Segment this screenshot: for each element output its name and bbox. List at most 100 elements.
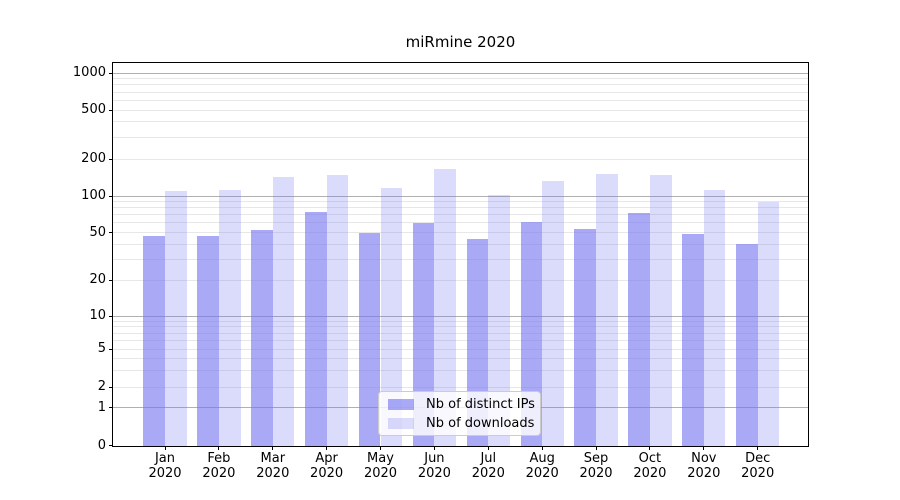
y-tick-mark (109, 279, 113, 281)
bar-downloads-jan (165, 191, 187, 446)
bar-distinct-ips-feb (197, 235, 219, 446)
x-tick-mark (218, 446, 220, 450)
gridline-y-600 (113, 99, 808, 101)
x-tick-mark (380, 446, 381, 450)
bar-distinct-ips-dec (736, 244, 758, 446)
y-axis-tick-label: 1 (97, 399, 106, 415)
y-tick-mark (109, 407, 113, 408)
x-tick-mark (487, 446, 489, 450)
bar-distinct-ips-apr (304, 212, 327, 446)
gridline-y-500 (113, 109, 808, 111)
gridline-y-50 (113, 232, 808, 233)
y-axis-tick-label: 500 (81, 102, 106, 117)
gridline-y-800 (113, 84, 808, 86)
gridline-y-6 (113, 339, 808, 341)
plot-area (112, 62, 809, 447)
gridline-y-20 (113, 279, 808, 281)
bar-distinct-ips-nov (682, 233, 704, 446)
x-axis-tick-label-nov: Nov 2020 (687, 451, 721, 481)
x-axis-tick-label-oct: Oct 2020 (633, 451, 667, 481)
x-tick-mark (433, 446, 435, 450)
gridline-y-400 (113, 121, 808, 123)
y-axis-tick-label: 10 (89, 308, 106, 323)
bar-distinct-ips-may (358, 232, 381, 446)
bar-downloads-mar (272, 176, 295, 446)
gridline-y-4 (113, 357, 808, 359)
legend-swatch-distinct-ips (388, 398, 414, 410)
gridline-y-900 (113, 78, 808, 80)
bar-downloads-dec (757, 202, 780, 446)
bar-downloads-oct (649, 174, 672, 446)
x-axis-tick-label-mar: Mar 2020 (256, 451, 290, 481)
gridline-y-2 (113, 386, 808, 388)
x-axis-tick-label-may: May 2020 (363, 451, 398, 481)
gridline-y-100 (113, 195, 808, 197)
gridline-y-80 (113, 207, 808, 209)
x-tick-mark (272, 446, 274, 450)
x-tick-mark (541, 446, 543, 450)
x-tick-mark (326, 446, 328, 450)
y-tick-mark (109, 315, 113, 317)
gridline-y-3 (113, 369, 808, 371)
gridline-y-7 (113, 332, 808, 334)
legend-label-downloads: Nb of downloads (426, 415, 535, 431)
legend-swatch-downloads (388, 417, 414, 429)
bar-distinct-ips-mar (251, 229, 273, 446)
gridline-y-10 (113, 315, 808, 317)
x-axis-tick-label-jun: Jun 2020 (417, 451, 451, 481)
bar-downloads-jun (434, 168, 457, 446)
x-axis-tick-label-jan: Jan 2020 (148, 451, 182, 481)
x-tick-mark (703, 446, 705, 450)
y-tick-mark (109, 109, 113, 111)
chart-title: miRmine 2020 (405, 33, 516, 51)
bar-distinct-ips-jan (143, 235, 165, 446)
bar-downloads-jul (488, 195, 510, 446)
y-axis-tick-label: 200 (81, 151, 106, 166)
y-axis-tick-label: 2 (97, 379, 106, 394)
gridline-y-9 (113, 320, 808, 322)
x-axis-tick-label-apr: Apr 2020 (310, 451, 344, 481)
gridline-y-8 (113, 326, 808, 328)
legend-label-distinct-ips: Nb of distinct IPs (426, 396, 535, 412)
legend: Nb of distinct IPs Nb of downloads (378, 391, 541, 436)
bar-downloads-nov (703, 190, 726, 446)
bar-downloads-sep (596, 173, 618, 446)
legend-item-downloads: Nb of downloads (388, 416, 540, 431)
x-axis-tick-label-jul: Jul 2020 (471, 451, 505, 481)
gridline-y-700 (113, 91, 808, 93)
y-tick-mark (109, 195, 113, 197)
y-axis-tick-label: 20 (89, 272, 106, 287)
y-axis-tick-label: 50 (89, 224, 106, 240)
y-axis-tick-label: 5 (97, 341, 106, 356)
bar-distinct-ips-sep (574, 228, 596, 446)
bar-distinct-ips-jun (412, 223, 435, 446)
x-tick-mark (757, 446, 759, 450)
bar-downloads-feb (218, 190, 241, 446)
gridline-y-40 (113, 243, 808, 245)
bar-downloads-aug (542, 181, 564, 446)
x-tick-mark (164, 446, 166, 450)
bar-downloads-may (380, 187, 403, 446)
y-tick-mark (109, 386, 113, 388)
y-axis-tick-label: 100 (81, 188, 106, 203)
legend-item-distinct-ips: Nb of distinct IPs (388, 397, 540, 412)
bar-distinct-ips-oct (628, 212, 650, 446)
gridline-y-5 (113, 348, 808, 350)
y-tick-mark (109, 232, 113, 233)
y-tick-mark (109, 72, 113, 74)
bar-downloads-apr (326, 174, 349, 446)
gridline-y-30 (113, 258, 808, 260)
y-axis-tick-label: 0 (97, 437, 106, 453)
x-axis-tick-label-aug: Aug 2020 (525, 451, 559, 481)
y-tick-mark (109, 348, 113, 350)
y-axis-tick-label: 1000 (72, 65, 106, 80)
gridline-y-300 (113, 136, 808, 138)
x-axis-tick-label-dec: Dec 2020 (741, 451, 775, 481)
x-axis-tick-label-sep: Sep 2020 (579, 451, 613, 481)
x-tick-mark (649, 446, 651, 450)
x-axis-tick-label-feb: Feb 2020 (202, 451, 236, 481)
gridline-y-70 (113, 214, 808, 216)
gridline-y-200 (113, 158, 808, 160)
y-tick-mark (109, 445, 113, 447)
